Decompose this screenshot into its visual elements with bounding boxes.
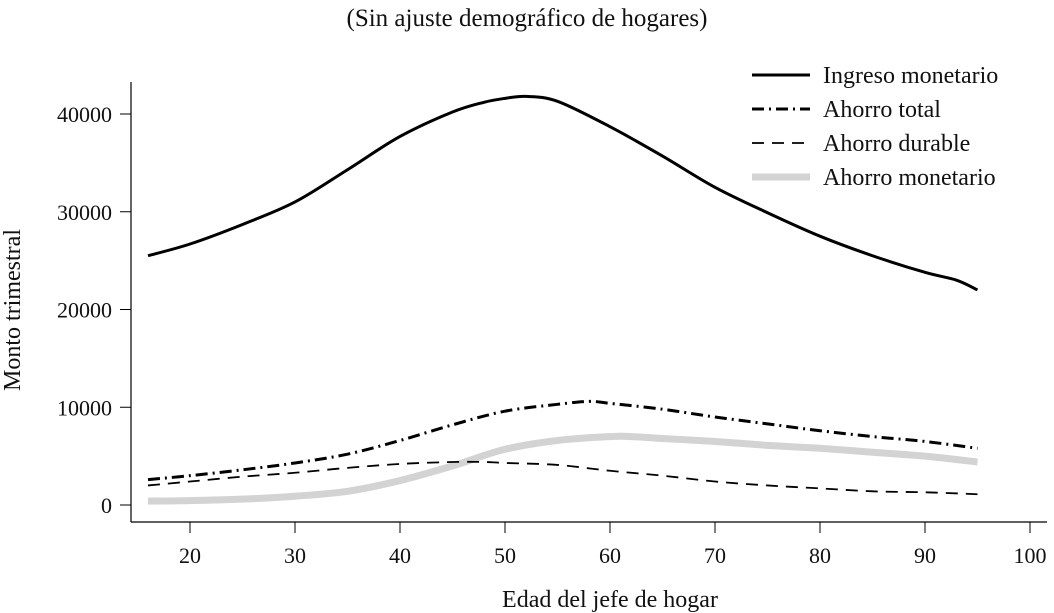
y-axis-label: Monto trimestral: [0, 229, 26, 391]
legend-label: Ahorro total: [823, 97, 941, 123]
y-tick-label: 30000: [57, 200, 112, 225]
series-line-ahorro-total: [147, 399, 978, 482]
x-tick-label: 50: [494, 543, 516, 568]
legend-label: Ahorro monetario: [823, 165, 996, 191]
series-line-ahorro-durable: [147, 460, 978, 496]
y-tick-label: 0: [101, 493, 112, 518]
y-tick-label: 20000: [57, 298, 112, 323]
chart-title: (Sin ajuste demográfico de hogares): [347, 5, 708, 32]
legend-label: Ingreso monetario: [823, 63, 998, 89]
x-tick-label: 20: [179, 543, 201, 568]
series-line-ahorro-monetario: [147, 432, 978, 505]
y-tick-label: 10000: [57, 395, 112, 420]
x-tick-label: 100: [1014, 543, 1047, 568]
legend: Ingreso monetario Ahorro total Ahorro dura…: [752, 63, 998, 191]
x-tick-label: 90: [914, 543, 936, 568]
y-tick-label: 40000: [57, 102, 112, 127]
x-axis-label: Edad del jefe de hogar: [502, 587, 718, 613]
legend-label: Ahorro durable: [823, 131, 970, 157]
x-tick-label: 30: [284, 543, 306, 568]
x-tick-label: 80: [809, 543, 831, 568]
x-tick-label: 40: [389, 543, 411, 568]
x-tick-label: 70: [704, 543, 726, 568]
x-tick-label: 60: [599, 543, 621, 568]
series-line-ingreso-monetario: [147, 94, 979, 292]
